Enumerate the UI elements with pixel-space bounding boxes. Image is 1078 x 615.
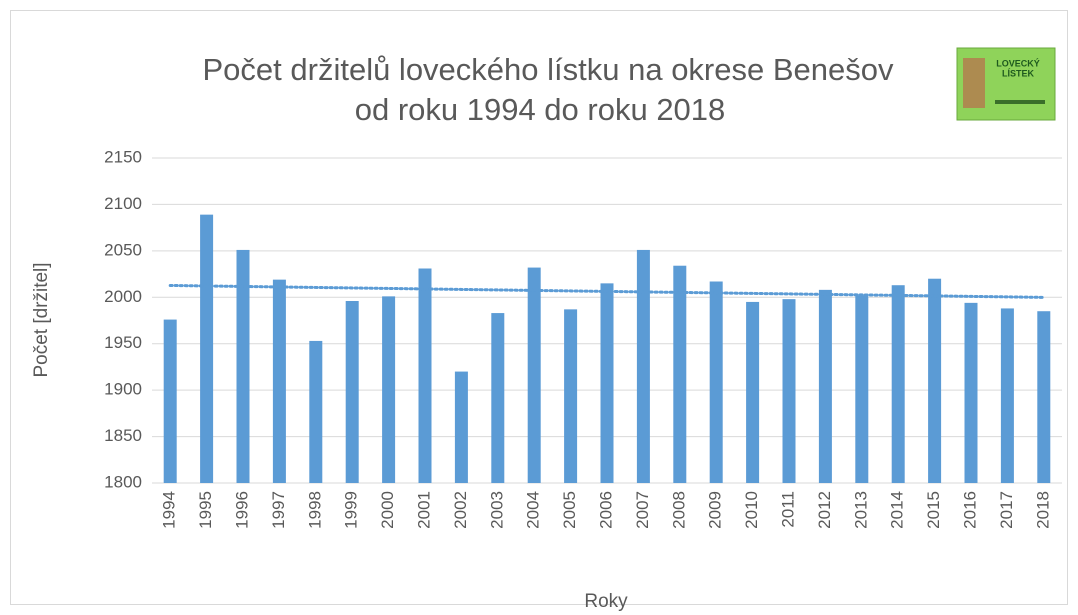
bar bbox=[1037, 311, 1051, 483]
x-tick-label: 1994 bbox=[160, 491, 179, 529]
trendline bbox=[168, 283, 1046, 299]
bar bbox=[272, 279, 286, 483]
logo-line bbox=[995, 100, 1045, 104]
x-tick-label: 2000 bbox=[378, 491, 397, 529]
bar bbox=[527, 267, 541, 483]
bar bbox=[709, 281, 723, 483]
x-tick-label: 2011 bbox=[778, 491, 797, 528]
y-tick-label: 2050 bbox=[104, 240, 142, 259]
x-tick-label: 1999 bbox=[342, 491, 361, 529]
x-tick-label: 2015 bbox=[924, 491, 943, 529]
x-tick-label: 2004 bbox=[524, 491, 543, 529]
bar bbox=[928, 278, 942, 483]
y-tick-label: 1900 bbox=[104, 380, 142, 399]
x-axis-title: Roky bbox=[584, 591, 628, 612]
bar bbox=[636, 249, 650, 483]
x-tick-label: 2016 bbox=[960, 491, 979, 529]
x-tick-label: 2007 bbox=[633, 491, 652, 529]
y-tick-label: 1950 bbox=[104, 333, 142, 352]
bar bbox=[491, 313, 505, 483]
bar bbox=[855, 295, 869, 483]
y-tick-label: 2150 bbox=[104, 147, 142, 166]
x-tick-label: 1998 bbox=[305, 491, 324, 529]
x-tick-label: 2002 bbox=[451, 491, 470, 529]
logo: LOVECKÝ LÍSTEK bbox=[956, 47, 1056, 121]
y-tick-label: 1800 bbox=[104, 472, 142, 491]
bar bbox=[673, 265, 687, 483]
bar bbox=[818, 289, 832, 483]
y-tick-label: 2000 bbox=[104, 287, 142, 306]
bar bbox=[163, 319, 177, 483]
y-tick-label: 2100 bbox=[104, 194, 142, 213]
chart-title: Počet držitelů loveckého lístku na okres… bbox=[203, 52, 894, 87]
bar bbox=[200, 214, 214, 483]
x-tick-label: 2001 bbox=[414, 491, 433, 529]
bar bbox=[600, 283, 614, 483]
x-tick-label: 1996 bbox=[232, 491, 251, 529]
x-tick-label: 2009 bbox=[706, 491, 725, 529]
bar bbox=[382, 296, 396, 483]
x-tick-label: 2005 bbox=[560, 491, 579, 529]
logo-text: LÍSTEK bbox=[1002, 68, 1035, 78]
bar bbox=[564, 309, 578, 483]
bar bbox=[964, 302, 978, 483]
x-tick-label: 2003 bbox=[487, 491, 506, 529]
bar bbox=[454, 371, 468, 483]
bar bbox=[309, 340, 323, 483]
x-tick-label: 2013 bbox=[851, 491, 870, 529]
bar bbox=[418, 268, 432, 483]
bar bbox=[1000, 308, 1014, 483]
x-tick-label: 2006 bbox=[596, 491, 615, 529]
y-axis-title: Počet [držitel] bbox=[31, 262, 52, 377]
bar bbox=[891, 285, 905, 483]
x-tick-label: 1995 bbox=[196, 491, 215, 529]
x-tick-label: 2018 bbox=[1033, 491, 1052, 529]
chart-title: od roku 1994 do roku 2018 bbox=[355, 92, 726, 127]
x-tick-label: 2014 bbox=[888, 491, 907, 529]
logo-text: LOVECKÝ bbox=[996, 57, 1040, 68]
logo-emblem bbox=[963, 58, 985, 108]
x-tick-label: 1997 bbox=[269, 491, 288, 529]
bar bbox=[236, 249, 250, 483]
x-tick-label: 2008 bbox=[669, 491, 688, 529]
bar bbox=[345, 301, 359, 483]
x-tick-label: 2017 bbox=[997, 491, 1016, 529]
x-tick-label: 2010 bbox=[742, 491, 761, 529]
bar bbox=[782, 299, 796, 483]
bar bbox=[746, 301, 760, 483]
y-tick-label: 1850 bbox=[104, 426, 142, 445]
x-tick-label: 2012 bbox=[815, 491, 834, 529]
